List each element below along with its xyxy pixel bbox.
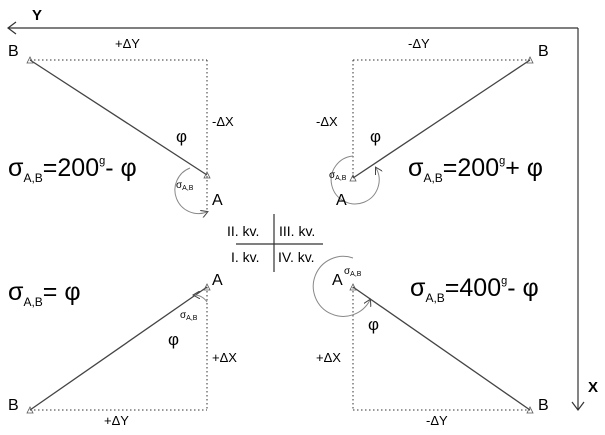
quadrant-iii-label: III. kv. <box>279 223 315 239</box>
point-b-label: B <box>538 43 549 60</box>
formula-value: = φ <box>43 278 81 306</box>
point-marker-a <box>349 174 357 182</box>
point-a-label: A <box>212 272 223 289</box>
formula-sigma: σ <box>8 278 24 306</box>
delta-x-label: -ΔX <box>316 114 338 129</box>
side-ab-line <box>352 286 531 411</box>
quadrant-iv-label: IV. kv. <box>278 249 315 265</box>
side-ab-line <box>29 286 208 411</box>
formula-sigma: σ <box>408 154 424 182</box>
point-marker-a <box>203 283 211 291</box>
delta-y-label: +ΔY <box>115 36 140 51</box>
quadrant-i-figure: A σA,B φ +ΔX B +ΔY <box>8 272 237 428</box>
point-marker-b <box>526 56 534 64</box>
point-b-label: B <box>8 43 19 60</box>
x-axis-label: X <box>588 379 598 396</box>
formula-quadrant-ii: σA,B=200g- φ <box>8 154 137 185</box>
formula-subscript: A,B <box>425 291 444 305</box>
formula-suffix: - φ <box>507 274 538 302</box>
point-b-label: B <box>538 397 549 414</box>
delta-x-label: +ΔX <box>212 350 237 365</box>
quadrant-legend: II. kv. III. kv. I. kv. IV. kv. <box>227 214 323 272</box>
sigma-symbol: σ <box>329 170 336 181</box>
formula-sigma: σ <box>8 154 24 182</box>
sigma-subscript: A,B <box>335 175 347 182</box>
sigma-symbol: σ <box>180 310 187 321</box>
point-a-label: A <box>336 192 347 209</box>
formula-subscript: A,B <box>23 295 42 309</box>
quadrant-ii-label: II. kv. <box>227 223 259 239</box>
formula-suffix: + φ <box>505 154 543 182</box>
point-marker-a <box>349 283 357 291</box>
formula-subscript: A,B <box>423 171 442 185</box>
sigma-label: σA,B <box>180 310 198 322</box>
phi-label: φ <box>176 127 187 146</box>
phi-label: φ <box>368 315 379 334</box>
point-b-label: B <box>8 397 19 414</box>
formula-sigma: σ <box>410 274 426 302</box>
phi-label: φ <box>370 127 381 146</box>
sigma-label: σA,B <box>176 180 194 192</box>
formula-value: =200 <box>43 154 99 182</box>
point-a-label: A <box>212 192 223 209</box>
sigma-arc <box>330 155 379 205</box>
formula-superscript: g <box>99 155 105 167</box>
y-axis-label: Y <box>32 7 42 24</box>
sigma-symbol: σ <box>344 266 351 277</box>
quadrant-iii-figure: B -ΔY -ΔX φ σA,B A <box>316 36 549 209</box>
quadrant-i-label: I. kv. <box>231 249 260 265</box>
quadrant-ii-figure: B +ΔY -ΔX φ σA,B A <box>8 36 234 214</box>
y-axis-arrowhead <box>7 21 17 35</box>
formula-value: =400 <box>445 274 501 302</box>
delta-x-label: -ΔX <box>212 114 234 129</box>
sigma-label: σA,B <box>329 170 347 182</box>
formula-quadrant-iii: σA,B=200g+ φ <box>408 154 543 185</box>
formula-superscript: g <box>499 155 505 167</box>
sigma-subscript: A,B <box>186 315 198 322</box>
point-marker-b <box>26 56 34 64</box>
delta-y-label: +ΔY <box>104 413 129 428</box>
formula-suffix: - φ <box>105 154 136 182</box>
delta-x-label: +ΔX <box>316 350 341 365</box>
x-axis-arrowhead <box>571 401 585 411</box>
formula-subscript: A,B <box>23 171 42 185</box>
phi-label: φ <box>168 330 179 349</box>
formula-quadrant-iv: σA,B=400g- φ <box>410 274 539 305</box>
side-ab-line <box>29 59 208 176</box>
point-marker-a <box>203 171 211 179</box>
formula-superscript: g <box>501 275 507 287</box>
point-a-label: A <box>332 272 343 289</box>
formula-value: =200 <box>443 154 499 182</box>
delta-y-label: -ΔY <box>408 36 430 51</box>
point-marker-b <box>26 406 34 414</box>
side-ab-line <box>352 59 531 179</box>
sigma-arc <box>174 167 207 214</box>
sigma-arc <box>312 255 370 317</box>
point-marker-b <box>526 406 534 414</box>
sigma-label: σA,B <box>344 266 362 278</box>
formula-quadrant-i: σA,B= φ <box>8 278 81 309</box>
sigma-subscript: A,B <box>182 185 194 192</box>
sigma-arc <box>194 295 208 303</box>
delta-y-label: -ΔY <box>426 413 448 428</box>
quadrant-iv-figure: A σA,B φ +ΔX B -ΔY <box>312 255 549 428</box>
sigma-symbol: σ <box>176 180 183 191</box>
sigma-subscript: A,B <box>350 271 362 278</box>
